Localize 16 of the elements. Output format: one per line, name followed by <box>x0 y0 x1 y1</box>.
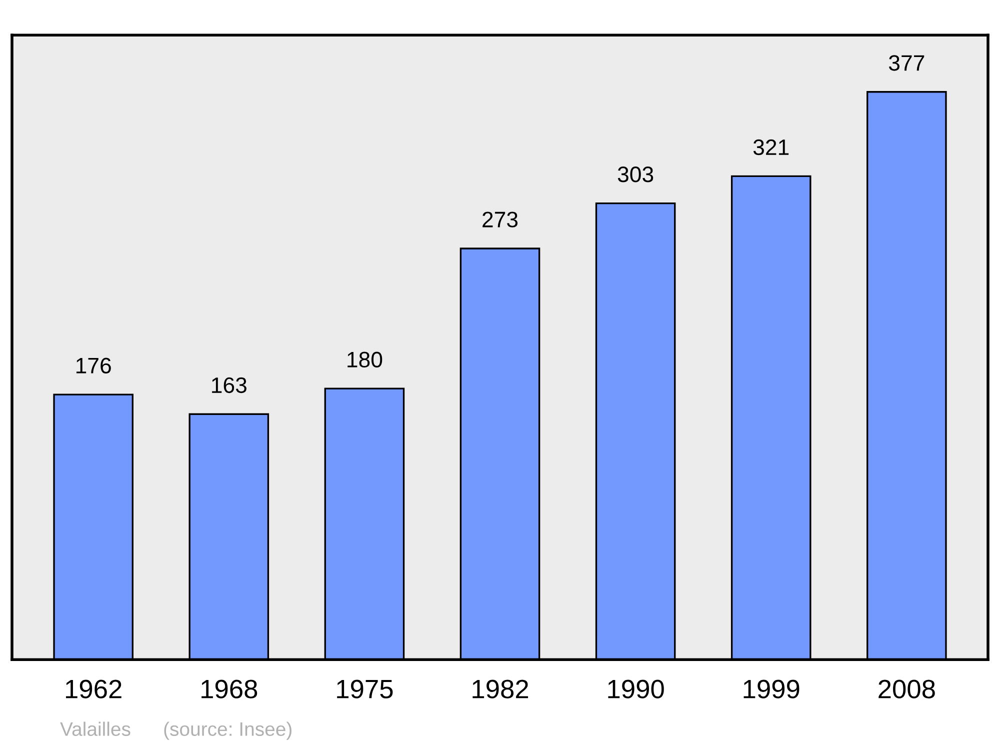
x-tick-label: 1962 <box>66 680 122 698</box>
x-tick-label: 1975 <box>337 680 393 698</box>
x-tick-label: 1999 <box>744 680 800 698</box>
data-label: 273 <box>482 212 518 228</box>
data-label: 303 <box>618 166 654 182</box>
text: (source: Insee) <box>164 722 292 740</box>
data-label: 180 <box>348 352 382 368</box>
data-label: 321 <box>753 139 789 156</box>
text: Valailles <box>60 722 130 736</box>
data-label: 163 <box>212 377 246 394</box>
data-label: 377 <box>888 55 924 71</box>
x-tick-label: 1982 <box>472 680 528 698</box>
x-tick-label: 1990 <box>608 680 664 698</box>
x-tick-label: 1968 <box>202 680 258 698</box>
x-tick-label: 2008 <box>878 680 935 698</box>
data-label: 176 <box>76 358 111 374</box>
